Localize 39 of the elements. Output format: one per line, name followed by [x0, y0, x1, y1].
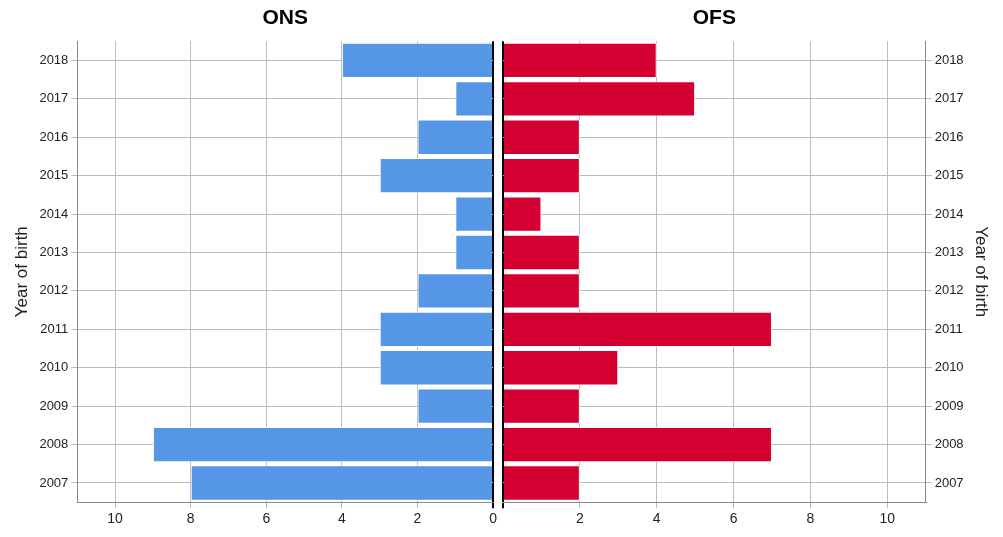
y-tick-label: 2015: [39, 167, 69, 183]
y-tick-label: 2013: [39, 244, 69, 260]
x-tick-label: 4: [338, 510, 347, 527]
x-tick-label: 6: [729, 510, 738, 527]
y-tick-label: 2018: [39, 51, 69, 67]
y-tick-label: 2014: [934, 205, 964, 221]
x-tick-label: 0: [489, 510, 498, 527]
y-tick-label: 2017: [39, 90, 69, 106]
x-tick-label: 4: [652, 510, 661, 527]
x-tick-label: 8: [186, 510, 195, 527]
y-tick-label: 2011: [934, 320, 963, 336]
y-tick-label: 2007: [934, 474, 964, 490]
y-tick-label: 2008: [39, 436, 69, 452]
y-tick-label: 2012: [934, 282, 964, 298]
chart-title: ONS: [262, 5, 308, 29]
y-tick-label: 2016: [39, 128, 69, 144]
y-tick-label: 2010: [39, 359, 69, 375]
x-tick-label: 10: [879, 510, 896, 527]
y-tick-label: 2012: [39, 282, 69, 298]
y-tick-label: 2018: [934, 51, 964, 67]
y-tick-label: 2017: [934, 90, 964, 106]
y-tick-label: 2007: [39, 474, 69, 490]
x-tick-label: 6: [262, 510, 271, 527]
x-tick-label: 2: [575, 510, 584, 527]
y-tick-label: 2008: [934, 436, 964, 452]
y-axis-title: Year of birth: [972, 226, 992, 318]
y-axis-title: Year of birth: [11, 226, 31, 318]
y-tick-label: 2013: [934, 244, 964, 260]
y-tick-label: 2014: [39, 205, 69, 221]
y-tick-label: 2016: [934, 128, 964, 144]
x-tick-label: 2: [413, 510, 422, 527]
y-tick-label: 2011: [40, 320, 69, 336]
y-tick-label: 2015: [934, 167, 964, 183]
y-tick-label: 2009: [39, 397, 69, 413]
x-tick-label: 10: [107, 510, 124, 527]
y-tick-label: 2009: [934, 397, 964, 413]
x-tick-label: 8: [806, 510, 815, 527]
chart-title: OFS: [692, 5, 736, 29]
y-tick-label: 2010: [934, 359, 964, 375]
